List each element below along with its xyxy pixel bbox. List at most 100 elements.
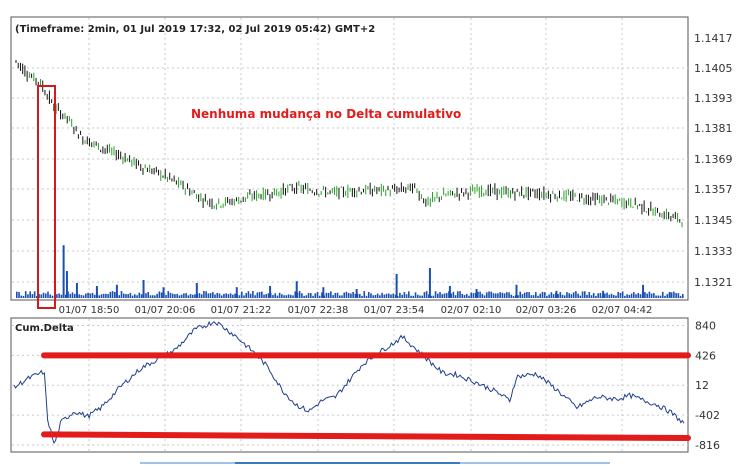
volume-bar bbox=[118, 295, 121, 298]
volume-bar bbox=[657, 295, 660, 298]
volume-bar bbox=[528, 292, 530, 298]
volume-bar bbox=[610, 293, 613, 298]
volume-spike bbox=[142, 280, 145, 298]
volume-bar bbox=[635, 294, 637, 298]
volume-bar bbox=[258, 292, 261, 298]
volume-bar bbox=[151, 295, 154, 298]
volume-bar bbox=[102, 293, 105, 298]
volume-bar bbox=[659, 295, 662, 298]
volume-bar bbox=[403, 292, 406, 298]
volume-spike bbox=[395, 274, 398, 298]
volume-bar bbox=[227, 294, 230, 298]
volume-bar bbox=[517, 295, 519, 298]
volume-bar bbox=[650, 293, 653, 298]
volume-bar bbox=[285, 295, 288, 298]
volume-bar bbox=[381, 292, 383, 298]
volume-bar bbox=[512, 295, 515, 298]
volume-bar bbox=[653, 293, 655, 298]
volume-bar bbox=[488, 291, 490, 298]
volume-bar bbox=[630, 293, 633, 298]
volume-bar bbox=[20, 295, 23, 298]
volume-bar bbox=[294, 291, 297, 298]
volume-bars bbox=[16, 245, 684, 298]
volume-spike bbox=[475, 289, 478, 298]
volume-bar bbox=[71, 292, 74, 298]
volume-bar bbox=[36, 295, 38, 298]
volume-bar bbox=[526, 292, 528, 298]
volume-bar bbox=[423, 292, 426, 298]
volume-bar bbox=[387, 293, 390, 298]
volume-bar bbox=[189, 294, 192, 298]
volume-bar bbox=[586, 294, 588, 298]
price-y-tick: 1.1321 bbox=[694, 276, 733, 289]
annotation-label: Nenhuma mudança no Delta cumulativo bbox=[191, 107, 461, 121]
price-x-tick: 02/07 04:42 bbox=[592, 305, 653, 316]
volume-bar bbox=[383, 294, 386, 298]
volume-bar bbox=[60, 294, 63, 298]
volume-bar bbox=[129, 292, 132, 298]
volume-bar bbox=[541, 291, 544, 298]
price-x-tick: 01/07 18:50 bbox=[59, 305, 120, 316]
volume-bar bbox=[561, 294, 564, 298]
volume-bar bbox=[207, 293, 210, 298]
volume-bar bbox=[254, 295, 256, 298]
volume-bar bbox=[229, 293, 232, 298]
price-y-tick: 1.1393 bbox=[694, 92, 733, 105]
volume-bar bbox=[588, 292, 591, 298]
volume-bar bbox=[621, 291, 624, 298]
delta-y-tick: -402 bbox=[695, 409, 720, 422]
price-y-tick: 1.1405 bbox=[694, 62, 733, 75]
volume-bar bbox=[604, 293, 606, 298]
volume-bar bbox=[214, 294, 216, 298]
volume-bar bbox=[452, 291, 455, 298]
volume-bar bbox=[56, 294, 58, 298]
volume-spike bbox=[448, 286, 451, 298]
volume-bar bbox=[428, 294, 430, 298]
volume-bar bbox=[445, 293, 448, 298]
volume-bar bbox=[568, 293, 571, 298]
volume-bar bbox=[218, 293, 221, 298]
volume-bar bbox=[399, 292, 401, 298]
volume-bar bbox=[31, 294, 34, 298]
volume-bar bbox=[465, 293, 468, 298]
volume-bar bbox=[414, 292, 417, 298]
volume-bar bbox=[109, 291, 112, 298]
price-y-tick: 1.1381 bbox=[694, 122, 733, 135]
volume-bar bbox=[87, 292, 89, 298]
volume-bar bbox=[497, 293, 499, 298]
volume-bar bbox=[343, 292, 346, 298]
volume-bar bbox=[247, 291, 250, 298]
volume-bar bbox=[559, 292, 562, 298]
volume-bar bbox=[245, 293, 248, 298]
volume-bar bbox=[174, 294, 176, 298]
price-y-tick: 1.1333 bbox=[694, 245, 733, 258]
volume-bar bbox=[149, 295, 152, 298]
volume-bar bbox=[240, 291, 243, 298]
volume-bar bbox=[416, 294, 419, 298]
volume-bar bbox=[490, 291, 493, 298]
volume-bar bbox=[492, 293, 495, 298]
volume-bar bbox=[180, 294, 183, 298]
volume-bar bbox=[608, 294, 611, 298]
volume-bar bbox=[191, 294, 194, 298]
volume-bar bbox=[432, 295, 435, 298]
price-x-tick: 02/07 03:26 bbox=[516, 305, 577, 316]
delta-chart-title: Cum.Delta bbox=[15, 323, 74, 334]
volume-bar bbox=[450, 293, 452, 298]
volume-bar bbox=[267, 293, 270, 298]
volume-spike bbox=[195, 283, 198, 298]
volume-bar bbox=[312, 295, 314, 298]
volume-bar bbox=[305, 295, 308, 298]
volume-bar bbox=[120, 291, 123, 298]
volume-spike bbox=[95, 286, 98, 298]
volume-bar bbox=[220, 295, 223, 298]
volume-bar bbox=[125, 294, 127, 298]
volume-bar bbox=[396, 295, 399, 298]
volume-bar bbox=[127, 294, 129, 298]
volume-bar bbox=[330, 291, 332, 298]
volume-bar bbox=[24, 291, 27, 298]
volume-spike bbox=[269, 286, 272, 298]
volume-bar bbox=[439, 292, 441, 298]
volume-bar bbox=[98, 295, 101, 298]
volume-bar bbox=[485, 292, 488, 298]
